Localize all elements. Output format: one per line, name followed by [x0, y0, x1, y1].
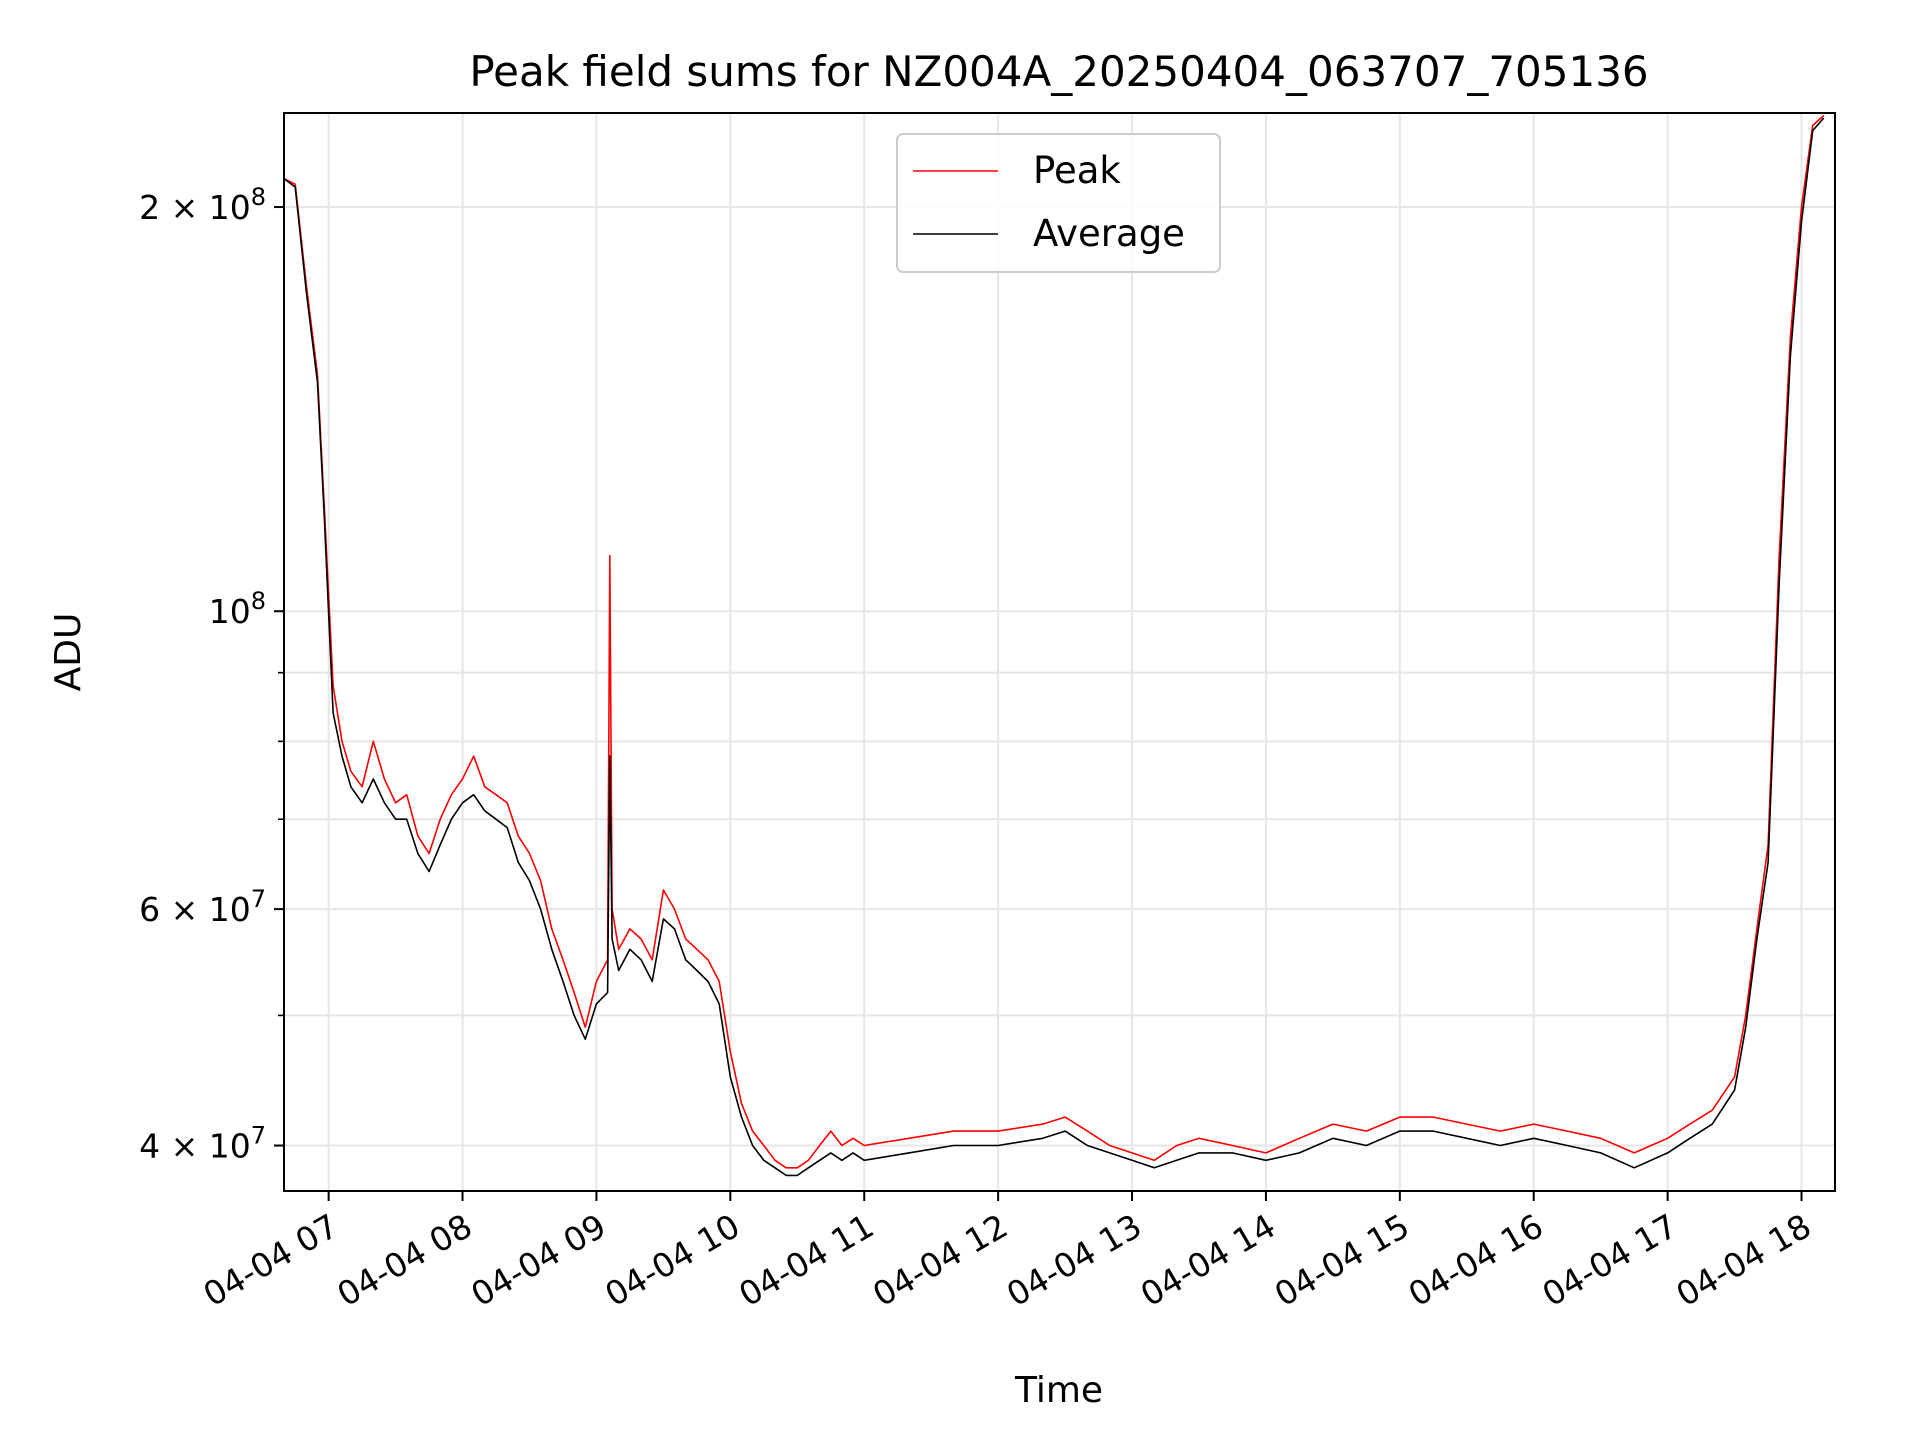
grid: [284, 113, 1835, 1191]
series-layer: [283, 114, 1825, 1177]
y-tick-label: 6 × 107: [139, 885, 266, 929]
y-axis-label: ADU: [48, 613, 89, 692]
series-line-peak: [283, 114, 1825, 1169]
y-tick-label: 2 × 108: [139, 183, 266, 227]
chart-title: Peak field sums for NZ004A_20250404_0637…: [469, 47, 1648, 96]
x-axis-label: Time: [1014, 1370, 1103, 1411]
series-line-average: [283, 117, 1825, 1177]
y-tick-label: 108: [209, 587, 266, 631]
legend-box: [896, 133, 1221, 273]
legend: Peak Average: [896, 133, 1221, 273]
legend-label-peak: Peak: [1033, 149, 1121, 192]
y-tick-label: 4 × 107: [139, 1122, 266, 1166]
legend-label-average: Average: [1033, 212, 1185, 255]
plot-frame: [283, 112, 1836, 1192]
